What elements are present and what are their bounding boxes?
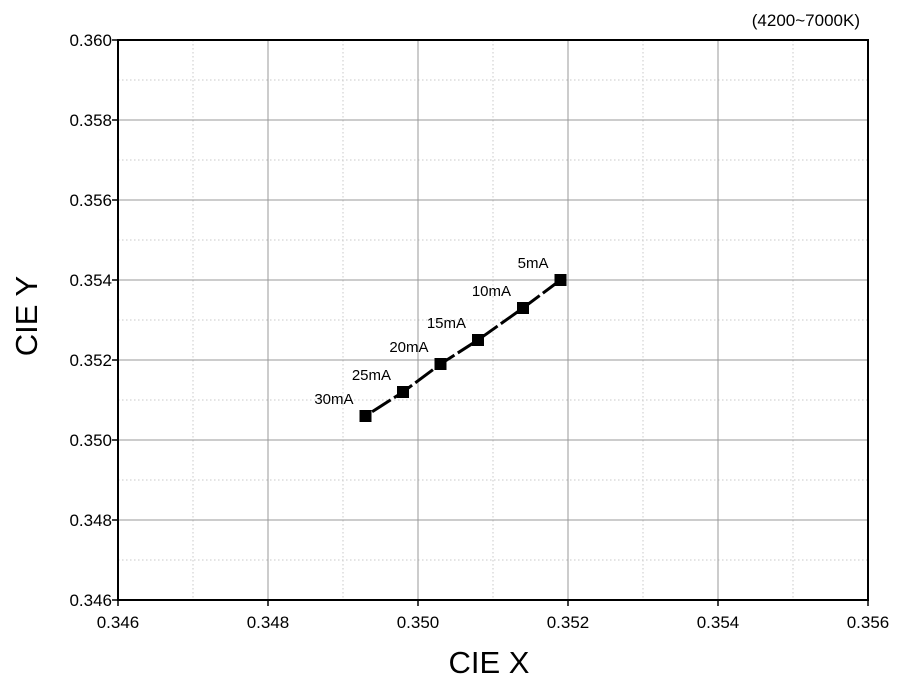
- y-tick-label: 0.358: [69, 111, 112, 130]
- x-tick-label: 0.356: [847, 613, 890, 632]
- plot-frame: [117, 39, 869, 601]
- y-tick-label: 0.348: [69, 511, 112, 530]
- x-tick-label: 0.348: [247, 613, 290, 632]
- x-tick-label: 0.346: [97, 613, 140, 632]
- data-point-10mA: [517, 302, 529, 314]
- point-label-15mA: 15mA: [427, 315, 466, 332]
- point-label-30mA: 30mA: [314, 391, 353, 408]
- y-tick-label: 0.350: [69, 431, 112, 450]
- y-tick-labels: 0.346 0.348 0.350 0.352 0.354 0.356 0.358 0.360: [69, 31, 118, 610]
- x-tick-label: 0.352: [547, 613, 590, 632]
- point-label-25mA: 25mA: [352, 367, 391, 384]
- y-tick-label: 0.356: [69, 191, 112, 210]
- y-tick-label: 0.352: [69, 351, 112, 370]
- y-tick-label: 0.360: [69, 31, 112, 50]
- x-tick-label: 0.354: [697, 613, 740, 632]
- point-label-10mA: 10mA: [472, 283, 511, 300]
- x-tick-labels: 0.346 0.348 0.350 0.352 0.354 0.356: [97, 600, 890, 632]
- major-grid: [118, 40, 868, 600]
- data-point-20mA: [434, 358, 447, 370]
- data-point-15mA: [472, 334, 484, 346]
- point-label-5mA: 5mA: [518, 255, 549, 272]
- data-point-25mA: [397, 386, 409, 398]
- data-point-5mA: [554, 274, 567, 286]
- x-tick-label: 0.350: [397, 613, 440, 632]
- chart-subtitle: (4200~7000K): [752, 11, 860, 30]
- series-layer: 5mA 10mA 15mA 20mA 25mA 30mA: [314, 255, 567, 422]
- x-axis-title: CIE X: [449, 645, 530, 680]
- minor-grid: [118, 40, 868, 600]
- y-tick-label: 0.346: [69, 591, 112, 610]
- point-label-20mA: 20mA: [389, 339, 428, 356]
- y-axis-title: CIE Y: [9, 276, 44, 356]
- data-point-30mA: [359, 410, 372, 422]
- series-line: [364, 278, 562, 418]
- y-tick-label: 0.354: [69, 271, 112, 290]
